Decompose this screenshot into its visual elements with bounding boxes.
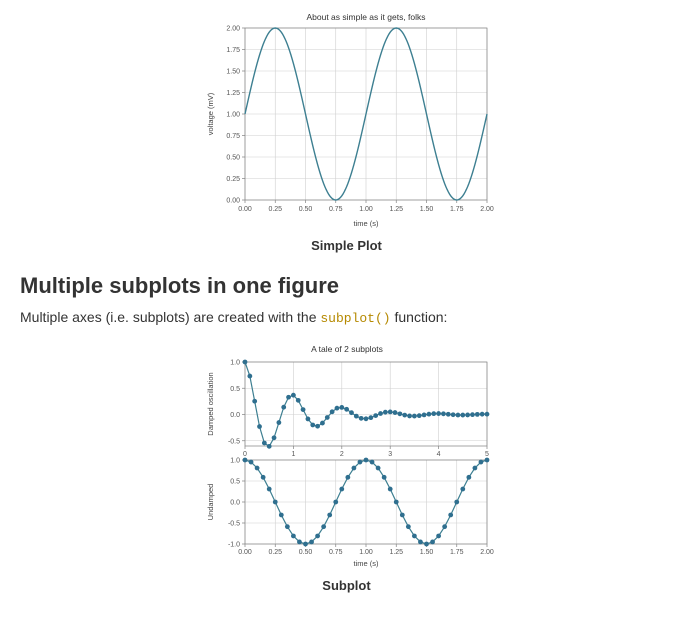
svg-text:1.50: 1.50 (419, 549, 433, 556)
svg-text:About as simple as it gets, fo: About as simple as it gets, folks (306, 12, 425, 22)
svg-text:0.00: 0.00 (238, 549, 252, 556)
svg-text:1.25: 1.25 (389, 549, 403, 556)
svg-text:0.5: 0.5 (230, 386, 240, 393)
svg-text:2.00: 2.00 (480, 206, 494, 213)
figure-simple-plot: About as simple as it gets, folks 0.00 0.2… (20, 10, 673, 253)
figure-caption-simple-plot: Simple Plot (20, 238, 673, 253)
svg-text:4: 4 (436, 451, 440, 458)
svg-text:-0.5: -0.5 (227, 438, 239, 445)
svg-text:0.25: 0.25 (226, 176, 240, 183)
svg-text:1.00: 1.00 (226, 112, 240, 119)
section-heading: Multiple subplots in one figure (20, 273, 673, 299)
svg-text:0.75: 0.75 (328, 549, 342, 556)
svg-text:1.50: 1.50 (226, 69, 240, 76)
svg-text:0.75: 0.75 (226, 133, 240, 140)
svg-text:0.75: 0.75 (328, 206, 342, 213)
svg-text:2.00: 2.00 (480, 549, 494, 556)
figure-subplot: A tale of 2 subplots 0 1 2 3 4 5 -0.5 0.0 0.5 1.0 D… (20, 340, 673, 593)
figure-caption-subplot: Subplot (20, 578, 673, 593)
svg-text:0.0: 0.0 (230, 412, 240, 419)
svg-text:0.00: 0.00 (226, 198, 240, 205)
svg-text:1.00: 1.00 (359, 549, 373, 556)
svg-text:-0.5: -0.5 (227, 521, 239, 528)
svg-text:5: 5 (485, 451, 489, 458)
svg-text:1: 1 (291, 451, 295, 458)
section-paragraph: Multiple axes (i.e. subplots) are create… (20, 309, 673, 326)
svg-text:2.00: 2.00 (226, 26, 240, 33)
svg-text:1.00: 1.00 (359, 206, 373, 213)
svg-text:2: 2 (339, 451, 343, 458)
svg-text:voltage (mV): voltage (mV) (206, 92, 215, 135)
svg-text:1.25: 1.25 (389, 206, 403, 213)
svg-text:3: 3 (388, 451, 392, 458)
paragraph-text-before: Multiple axes (i.e. subplots) are create… (20, 309, 320, 325)
paragraph-text-after: function: (391, 309, 448, 325)
svg-text:1.25: 1.25 (226, 90, 240, 97)
svg-text:-1.0: -1.0 (227, 542, 239, 549)
svg-text:0.0: 0.0 (230, 500, 240, 507)
svg-text:0.25: 0.25 (268, 549, 282, 556)
svg-text:time (s): time (s) (353, 559, 379, 568)
subplot-code: subplot() (320, 311, 390, 326)
svg-text:1.75: 1.75 (449, 549, 463, 556)
svg-text:Undamped: Undamped (206, 484, 215, 521)
svg-text:1.50: 1.50 (419, 206, 433, 213)
svg-text:0.00: 0.00 (238, 206, 252, 213)
svg-text:1.75: 1.75 (449, 206, 463, 213)
svg-text:time (s): time (s) (353, 219, 379, 228)
svg-text:1.75: 1.75 (226, 47, 240, 54)
svg-text:0.50: 0.50 (298, 206, 312, 213)
svg-text:0.50: 0.50 (298, 549, 312, 556)
svg-text:1.0: 1.0 (230, 360, 240, 367)
svg-text:0: 0 (243, 451, 247, 458)
svg-text:A tale of 2 subplots: A tale of 2 subplots (311, 344, 383, 354)
svg-text:0.25: 0.25 (268, 206, 282, 213)
svg-text:0.50: 0.50 (226, 155, 240, 162)
svg-text:Damped oscillation: Damped oscillation (206, 372, 215, 435)
svg-text:0.5: 0.5 (230, 479, 240, 486)
subplot-chart: A tale of 2 subplots 0 1 2 3 4 5 -0.5 0.0 0.5 1.0 D… (197, 340, 497, 570)
simple-plot-chart: About as simple as it gets, folks 0.00 0.2… (197, 10, 497, 230)
svg-text:1.0: 1.0 (230, 458, 240, 465)
